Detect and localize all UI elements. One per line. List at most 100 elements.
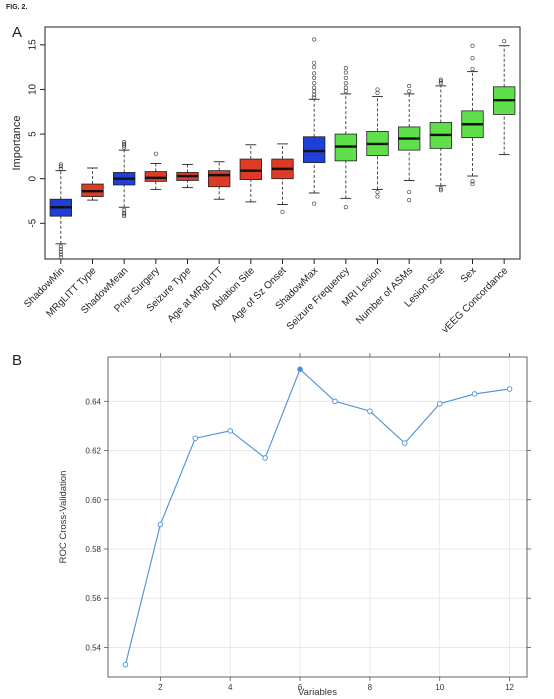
y-axis-title: Importance [11, 115, 23, 170]
outlier-point [470, 56, 475, 61]
outlier-point [470, 179, 475, 184]
outlier-point [343, 66, 348, 71]
box-body [239, 158, 262, 180]
outlier-point [122, 207, 127, 212]
outlier-point [438, 188, 443, 193]
outlier-point [343, 81, 348, 86]
outlier-point [58, 164, 63, 169]
outlier-point [343, 75, 348, 80]
outlier-point [122, 214, 127, 219]
outlier-point [438, 79, 443, 84]
plot-frame [107, 356, 528, 678]
outlier-point [58, 247, 63, 252]
roc-point [157, 521, 164, 528]
outlier-point [122, 140, 127, 145]
x-tick-label: 6 [298, 683, 303, 692]
box-age-of-sz-onset [271, 143, 294, 214]
roc-point [262, 455, 268, 461]
outlier-point [312, 60, 317, 65]
box-prior-surgery [144, 151, 167, 190]
box-veeg-concordance [492, 39, 516, 156]
y-tick-label: 0.64 [85, 397, 101, 406]
outlier-point [407, 190, 412, 195]
outlier-point [58, 244, 63, 249]
box-seizure-type [176, 163, 199, 189]
outlier-point [312, 65, 317, 70]
roc-point [227, 428, 233, 434]
outlier-point [122, 141, 127, 146]
box-number-of-asms [397, 83, 421, 203]
y-tick-label: 15 [28, 39, 39, 51]
outlier-point [470, 66, 475, 71]
outlier-point [343, 70, 348, 75]
box-shadowmin [49, 162, 72, 260]
outlier-point [312, 85, 317, 90]
box-shadowmax [302, 37, 326, 206]
x-tick-label: 4 [228, 683, 233, 692]
box-ablation-site [239, 144, 262, 203]
outlier-point [375, 87, 380, 92]
outlier-point [407, 198, 412, 203]
y-tick-label: 5 [28, 131, 39, 137]
roc-point [436, 401, 443, 407]
box-age-at-mrglitt [207, 161, 231, 200]
y-tick-label: -5 [28, 218, 39, 227]
outlier-point [58, 162, 63, 167]
box-sex [461, 43, 484, 187]
y-tick-label: 0.58 [85, 545, 101, 554]
outlier-point [375, 190, 380, 195]
y-axis-title: ROC Cross-Validation [58, 471, 69, 564]
panel-a-label: A [12, 24, 23, 41]
outlier-point [407, 83, 412, 88]
outlier-point [312, 201, 317, 206]
roc-point [367, 408, 373, 414]
roc-point [332, 398, 338, 405]
roc-point-best [297, 366, 303, 373]
panel-b-label: B [12, 352, 23, 369]
outlier-point [470, 182, 475, 187]
outlier-point [312, 81, 317, 86]
roc-series-line [124, 368, 510, 665]
roc-point [506, 386, 513, 392]
x-tick-label: 2 [158, 683, 163, 692]
x-tick-label: 12 [505, 683, 514, 692]
box-shadowmean [113, 140, 136, 219]
y-tick-label: 0.54 [85, 643, 101, 652]
box-lesion-size [429, 77, 453, 193]
outlier-point [58, 252, 63, 257]
roc-point [192, 435, 199, 441]
roc-point [122, 661, 129, 668]
y-tick-label: 10 [28, 83, 39, 95]
y-tick-label: 0 [28, 175, 39, 181]
outlier-point [470, 43, 475, 48]
outlier-point [407, 89, 412, 94]
outlier-point [375, 194, 380, 199]
outlier-point [438, 77, 443, 82]
outlier-point [438, 186, 443, 191]
y-tick-label: 0.62 [85, 447, 101, 456]
outlier-point [343, 205, 348, 210]
y-tick-label: 0.60 [85, 496, 101, 505]
outlier-point [312, 95, 317, 100]
box-body [302, 136, 326, 164]
box-mrglitt-type [81, 167, 104, 201]
outlier-point [153, 151, 158, 156]
outlier-point [58, 249, 63, 254]
outlier-point [312, 37, 317, 42]
roc-point [471, 391, 478, 397]
box-mri-lesion [366, 87, 389, 199]
outlier-point [502, 39, 507, 44]
figure-label: FIG. 2. [6, 4, 28, 11]
x-axis-title: Variables [298, 687, 337, 698]
x-tick-label: 8 [368, 683, 373, 692]
outlier-point [58, 166, 63, 171]
y-tick-label: 0.56 [85, 594, 101, 603]
outlier-point [312, 71, 317, 76]
outlier-point [343, 85, 348, 90]
outlier-point [280, 209, 285, 214]
outlier-point [312, 75, 317, 80]
roc-point [402, 440, 408, 446]
box-seizure-frequency [334, 66, 358, 210]
